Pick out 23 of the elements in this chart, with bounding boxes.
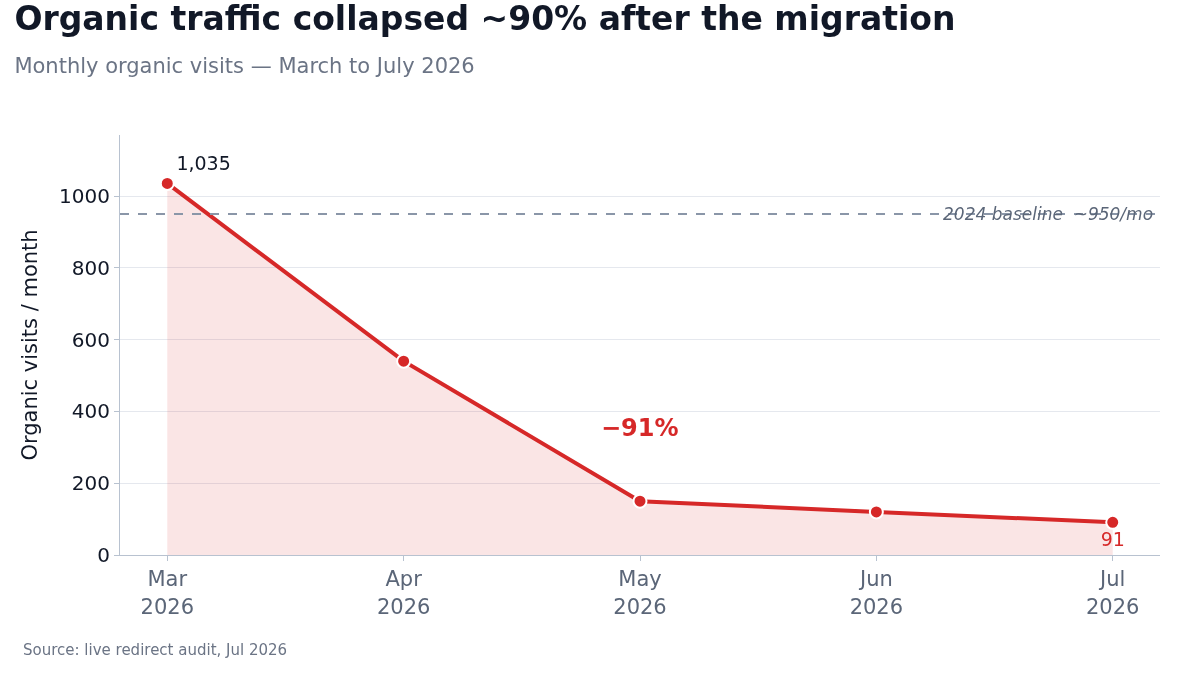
point (632, 493, 648, 509)
point (396, 353, 412, 369)
x-tick-label: Jun 2026 (849, 567, 904, 619)
x-tick-label: May 2026 (613, 567, 667, 619)
y-tick-label: 400 (71, 399, 110, 424)
point (1105, 514, 1121, 530)
x-tick-label: Mar 2026 (140, 567, 194, 619)
ref-line-label: 2024 baseline ~950/mo (943, 204, 1154, 224)
y-tick-label: 0 (97, 543, 110, 567)
chart-title: Organic traffic collapsed ~90% after the migration (14, 0, 956, 39)
data-label: 1,035 (176, 151, 231, 174)
point (868, 504, 884, 520)
x-tick-label: Jul 2026 (1086, 567, 1140, 619)
data-label: 91 (1100, 527, 1125, 550)
y-tick-label: 600 (71, 327, 110, 352)
y-tick-label: 200 (71, 471, 110, 496)
y-tick-label: 1000 (59, 184, 110, 209)
x-tick-label: Apr 2026 (376, 567, 431, 619)
annotation: −91% (601, 414, 679, 442)
chart-subtitle: Monthly organic visits — March to July 2026 (14, 54, 475, 79)
y-tick-label: 800 (71, 255, 110, 280)
source-note: Source: live redirect audit, Jul 2026 (23, 641, 288, 659)
y-axis-title: Organic visits / month (18, 229, 43, 461)
